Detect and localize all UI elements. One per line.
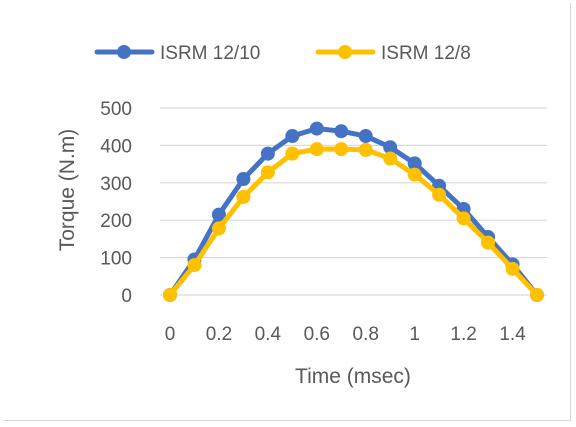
y-axis-tick-labels: 0 100 200 300 400 500 xyxy=(100,99,132,307)
x-axis-label: Time (msec) xyxy=(295,365,411,388)
data-point xyxy=(407,156,422,171)
data-point xyxy=(383,151,398,166)
y-tick-label: 0 xyxy=(121,286,132,307)
data-point xyxy=(309,121,324,136)
x-tick-label: 1.2 xyxy=(450,324,476,345)
x-tick-label: 0.4 xyxy=(255,324,282,345)
data-point xyxy=(432,187,447,202)
data-point xyxy=(358,142,373,157)
data-point xyxy=(383,140,398,155)
data-point xyxy=(481,235,496,250)
data-point xyxy=(260,146,275,161)
data-point xyxy=(530,288,544,302)
data-point xyxy=(285,146,300,161)
series-lines xyxy=(163,121,544,302)
data-point xyxy=(211,207,226,222)
y-tick-label: 500 xyxy=(100,99,132,120)
series-line xyxy=(167,126,540,298)
data-point xyxy=(505,261,520,276)
data-point xyxy=(456,211,471,226)
data-point xyxy=(211,221,226,236)
legend-label: ISRM 12/8 xyxy=(381,43,471,64)
x-tick-label: 0.8 xyxy=(353,324,379,345)
y-tick-label: 300 xyxy=(100,174,132,195)
y-tick-label: 400 xyxy=(100,136,132,157)
x-tick-label: 1.4 xyxy=(499,324,526,345)
data-point xyxy=(236,190,251,205)
legend-item-2: ISRM 12/8 xyxy=(315,43,471,64)
x-axis-tick-labels: 0 0.2 0.4 0.6 0.8 1 1.2 1.4 xyxy=(165,324,526,345)
legend-item-1: ISRM 12/10 xyxy=(94,43,260,64)
x-tick-label: 0.6 xyxy=(304,324,330,345)
data-point xyxy=(285,129,300,144)
legend-swatch-marker xyxy=(117,45,131,59)
x-tick-label: 1 xyxy=(409,324,420,345)
x-tick-label: 0 xyxy=(165,324,176,345)
data-point xyxy=(163,288,177,302)
series-2 xyxy=(163,142,544,302)
series-line xyxy=(167,146,540,298)
data-point xyxy=(407,167,422,182)
chart-border xyxy=(3,3,571,421)
legend-label: ISRM 12/10 xyxy=(160,43,260,64)
y-tick-label: 200 xyxy=(100,211,132,232)
legend: ISRM 12/10 ISRM 12/8 xyxy=(94,43,471,64)
data-point xyxy=(334,124,349,139)
gridlines xyxy=(160,107,547,296)
data-point xyxy=(309,142,324,157)
x-tick-label: 0.2 xyxy=(206,324,232,345)
data-point xyxy=(236,172,251,187)
y-tick-label: 100 xyxy=(100,249,132,270)
data-point xyxy=(358,129,373,144)
data-point xyxy=(260,165,275,180)
data-point xyxy=(187,258,202,273)
data-point xyxy=(334,142,349,157)
legend-swatch-marker xyxy=(338,45,352,59)
y-axis-label: Torque (N.m) xyxy=(56,129,79,252)
